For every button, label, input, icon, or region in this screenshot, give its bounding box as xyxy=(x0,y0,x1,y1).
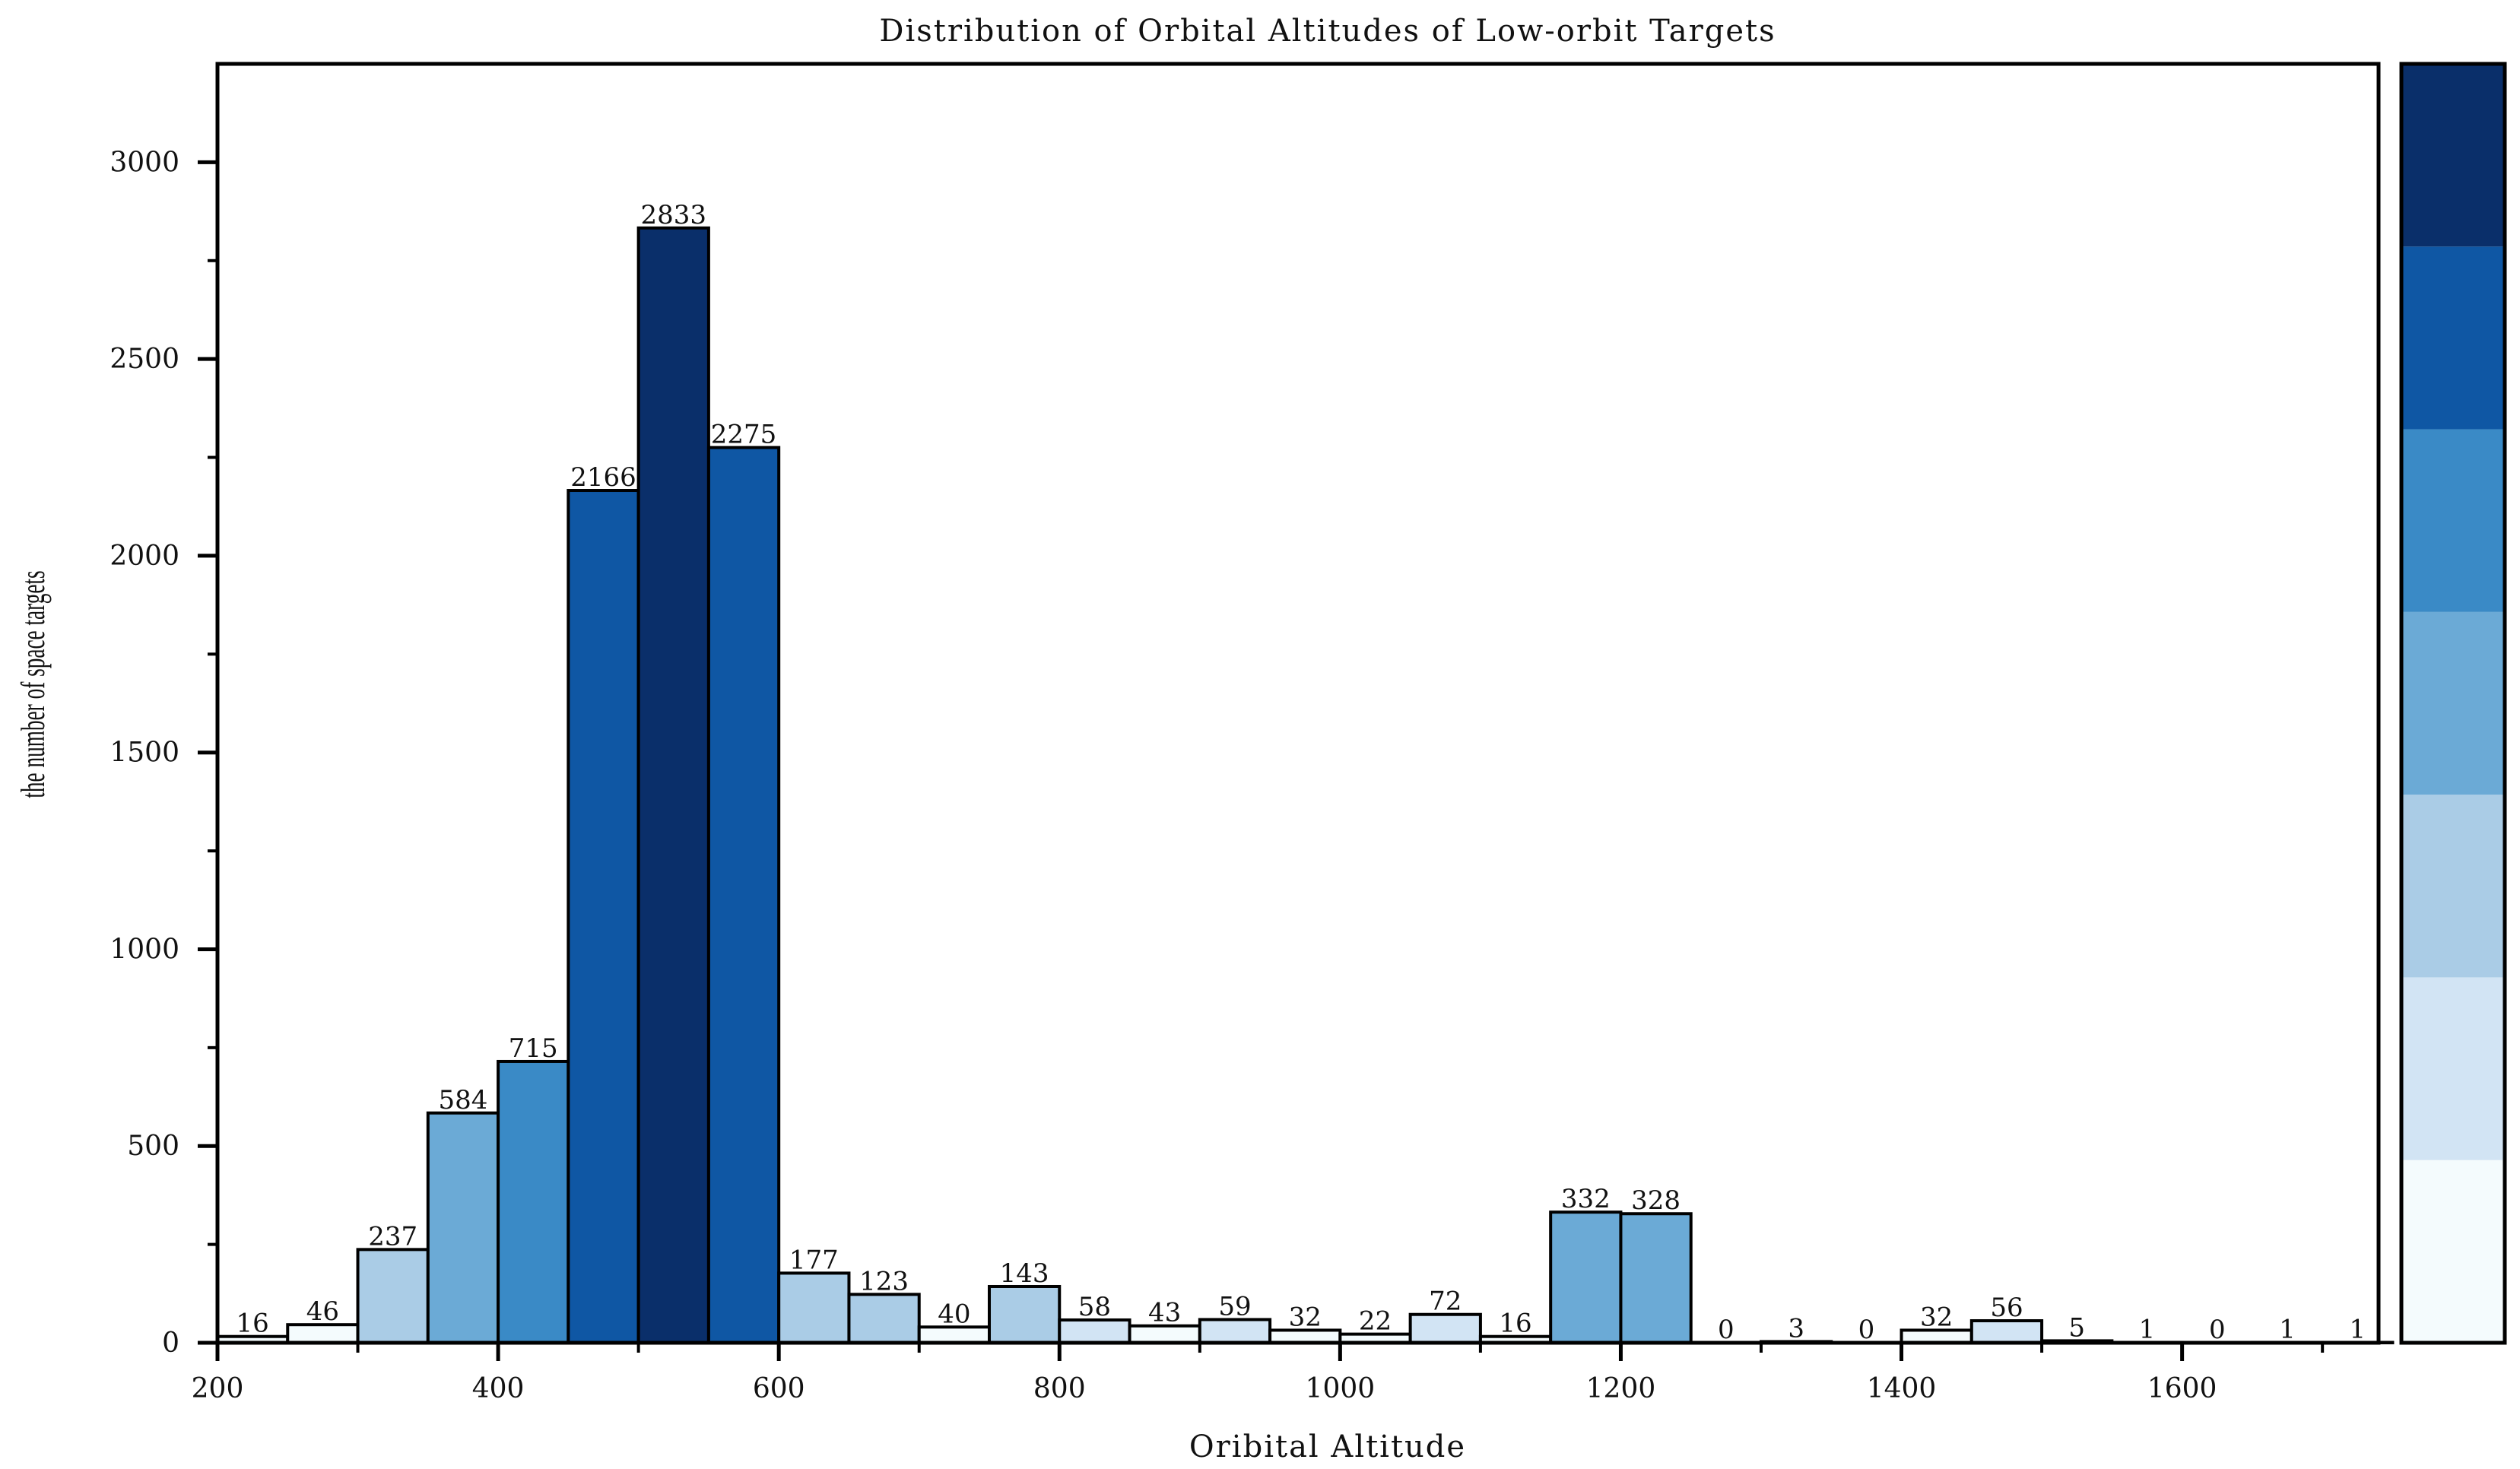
bar-value-label: 237 xyxy=(368,1221,417,1252)
y-tick-label: 2500 xyxy=(109,344,179,375)
bar-value-label: 584 xyxy=(439,1085,488,1115)
y-axis-label: the number of space targets xyxy=(14,570,51,798)
plot-area: 16 46 237 584 715 2166 2833 2275 177 123 40 143 58 43… xyxy=(109,62,2395,1404)
x-tick-label: 200 xyxy=(192,1373,244,1404)
bar-value-label: 332 xyxy=(1561,1184,1611,1214)
bar xyxy=(847,1293,921,1345)
x-tick-label: 1200 xyxy=(1586,1373,1656,1404)
x-tick-label: 800 xyxy=(1033,1373,1086,1404)
bar-value-label: 1 xyxy=(2279,1314,2296,1344)
chart-title: Distribution of Orbital Altitudes of Low… xyxy=(879,14,1776,49)
colorbar-segment xyxy=(2401,795,2505,978)
bar xyxy=(988,1284,1062,1344)
bar xyxy=(356,1248,430,1344)
bar-labels-group: 16 46 237 584 715 2166 2833 2275 177 123 40 143 58 43… xyxy=(236,200,2366,1345)
y-tick-label: 2000 xyxy=(109,541,179,572)
bar-value-label: 0 xyxy=(1718,1315,1734,1345)
bar-value-label: 177 xyxy=(789,1245,839,1275)
x-tick-label: 600 xyxy=(753,1373,805,1404)
bar xyxy=(1058,1318,1131,1345)
bar-value-label: 2275 xyxy=(711,420,777,450)
colorbar-segment xyxy=(2401,429,2505,612)
plot-border xyxy=(215,62,2381,1345)
bar-value-label: 3 xyxy=(1788,1313,1804,1344)
colorbar xyxy=(2399,62,2507,1345)
x-axis: 200 400 600 800 1000 1200 1400 1600 xyxy=(192,1343,2325,1404)
bar-value-label: 5 xyxy=(2068,1312,2085,1343)
colorbar-segment xyxy=(2401,1160,2505,1343)
bar-value-label: 58 xyxy=(1078,1292,1111,1322)
bar-value-label: 46 xyxy=(306,1296,339,1327)
y-axis: 0 500 1000 1500 2000 2500 3000 xyxy=(109,147,217,1359)
bar-value-label: 22 xyxy=(1359,1306,1392,1337)
bar-value-label: 328 xyxy=(1631,1185,1681,1216)
x-tick-label: 1000 xyxy=(1306,1373,1376,1404)
bar xyxy=(1128,1324,1201,1345)
bar-value-label: 43 xyxy=(1148,1298,1181,1328)
bar xyxy=(1198,1318,1272,1344)
bar-value-label: 72 xyxy=(1429,1287,1462,1317)
y-tick-label: 500 xyxy=(127,1131,179,1162)
colorbar-segment xyxy=(2401,611,2505,795)
bar-value-label: 32 xyxy=(1289,1302,1322,1332)
bar xyxy=(917,1325,992,1344)
y-tick-label: 0 xyxy=(162,1328,179,1359)
colorbar-segment xyxy=(2401,246,2505,430)
x-tick-label: 1600 xyxy=(2147,1373,2217,1404)
bar-value-label: 56 xyxy=(1990,1293,2023,1323)
x-axis-label: Oribital Altitude xyxy=(1189,1429,1466,1464)
bar-value-label: 0 xyxy=(2209,1315,2226,1345)
bar xyxy=(636,226,710,1344)
bar-value-label: 143 xyxy=(1000,1258,1049,1289)
bar-value-label: 1 xyxy=(2349,1314,2366,1344)
bar xyxy=(777,1271,851,1345)
bar-value-label: 16 xyxy=(236,1309,269,1339)
bar xyxy=(706,446,781,1344)
x-tick-label: 400 xyxy=(472,1373,525,1404)
bar xyxy=(426,1111,500,1345)
y-tick-label: 1500 xyxy=(109,738,179,769)
bar xyxy=(497,1059,570,1344)
bar-value-label: 715 xyxy=(509,1033,558,1064)
y-tick-label: 3000 xyxy=(109,147,179,178)
bar-value-label: 40 xyxy=(938,1299,970,1329)
bars-group xyxy=(216,226,2395,1345)
colorbar-segment xyxy=(2401,64,2505,247)
bar-value-label: 16 xyxy=(1499,1309,1531,1339)
bar-value-label: 32 xyxy=(1920,1302,1953,1332)
bar xyxy=(1619,1212,1693,1345)
bar-value-label: 0 xyxy=(1858,1315,1875,1345)
bar xyxy=(1408,1312,1482,1344)
x-tick-label: 1400 xyxy=(1867,1373,1937,1404)
y-tick-label: 1000 xyxy=(109,934,179,965)
bar-value-label: 2833 xyxy=(641,200,707,230)
colorbar-segment xyxy=(2401,977,2505,1160)
bar xyxy=(286,1323,360,1345)
bar xyxy=(567,489,640,1344)
colorbar-border xyxy=(2399,62,2507,1345)
bar-value-label: 1 xyxy=(2139,1314,2156,1344)
bar-value-label: 123 xyxy=(859,1266,909,1296)
bar-value-label: 59 xyxy=(1218,1291,1251,1321)
bar xyxy=(1549,1210,1623,1345)
bar xyxy=(1969,1319,2044,1344)
bar-value-label: 2166 xyxy=(570,462,636,493)
